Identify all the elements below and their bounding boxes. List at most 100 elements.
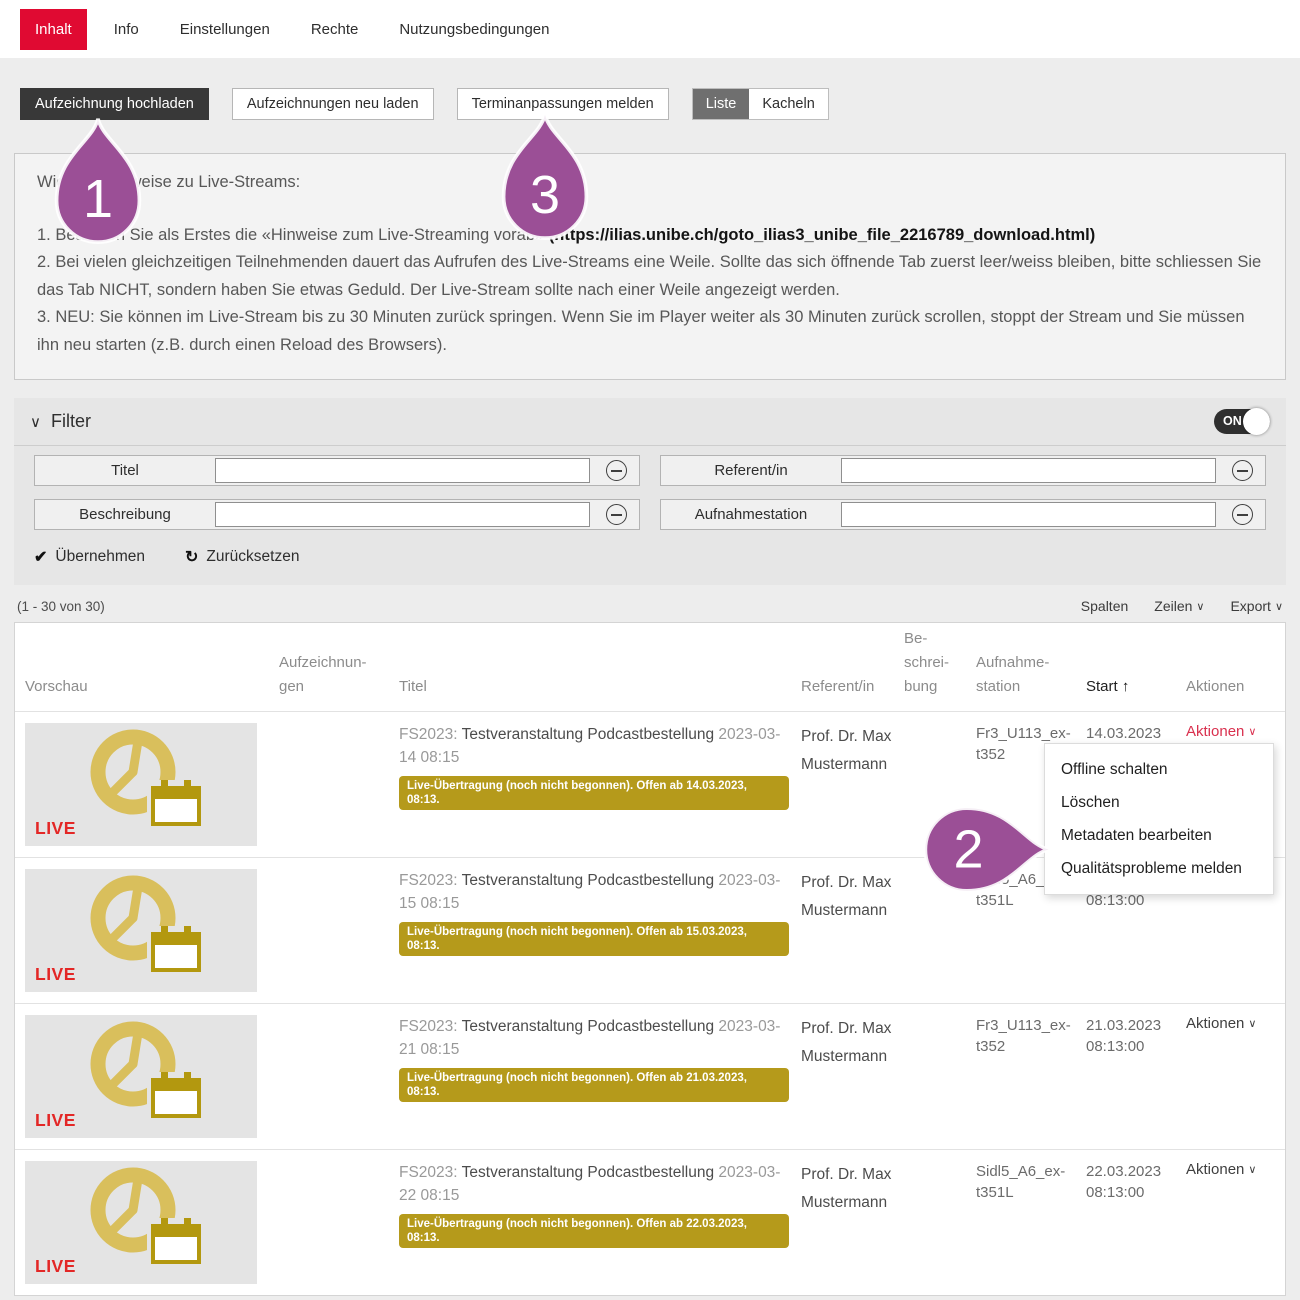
station-cell: Fr3_U113_ex- t352 [976,725,1071,763]
actions-menu-button[interactable]: Aktionen∨ [1186,723,1257,740]
live-status-badge: Live-Übertragung (noch nicht begonnen). … [399,1214,789,1248]
table-meta-bar: (1 - 30 von 30) Spalten Zeilen ∨ Export ∨ [17,598,1283,614]
view-list-button[interactable]: Liste [692,89,750,119]
tab-rechte[interactable]: Rechte [310,20,359,38]
filter-field-referent: Referent/in [660,455,1266,486]
filter-input-beschreibung[interactable] [215,502,590,527]
reload-recordings-button[interactable]: Aufzeichnungen neu laden [231,88,434,120]
filter-label-beschreibung: Beschreibung [79,506,171,523]
upload-recording-button[interactable]: Aufzeichnung hochladen [20,88,209,120]
table-row: LIVE FS2023: Testveranstaltung Podcastbe… [15,1003,1285,1149]
menu-item-metadaten-bearbeiten[interactable]: Metadaten bearbeiten [1061,827,1212,844]
column-header-aufzeichnungen: Aufzeichnun- gen [279,654,367,695]
filter-on-toggle[interactable]: ON [1214,408,1270,435]
start-cell: 21.03.2023 08:13:00 [1086,1017,1162,1055]
tab-inhalt[interactable]: Inhalt [20,8,87,50]
title-cell: FS2023: Testveranstaltung Podcastbestell… [399,1161,801,1284]
teardrop-marker-icon [501,114,589,240]
table-row: LIVE FS2023: Testveranstaltung Podcastbe… [15,1149,1285,1295]
teardrop-marker-icon [923,806,1050,893]
recording-thumbnail[interactable]: LIVE [25,1161,257,1284]
menu-item-loeschen[interactable]: Löschen [1061,794,1120,811]
report-schedule-changes-button[interactable]: Terminanpassungen melden [456,88,669,120]
reset-filter-label: Zurücksetzen [206,548,300,565]
export-control[interactable]: Export ∨ [1230,598,1283,614]
beschreibung-cell [904,1015,976,1138]
column-header-beschreibung: Be- schrei- bung [904,630,950,695]
tab-bar: Inhalt Info Einstellungen Rechte Nutzung… [0,0,1300,58]
live-status-badge: Live-Übertragung (noch nicht begonnen). … [399,776,789,810]
tab-info[interactable]: Info [113,20,139,38]
filter-field-titel: Titel [34,455,640,486]
filter-input-titel[interactable] [215,458,590,483]
station-cell: Sidl5_A6_ex- t351L [976,1163,1066,1201]
pagination-info: (1 - 30 von 30) [17,598,105,614]
marker-number: 1 [82,169,114,229]
table-row: LIVE FS2023: Testveranstaltung Podcastbe… [15,857,1285,1003]
menu-item-qualitaetsprobleme-melden[interactable]: Qualitätsprobleme melden [1061,860,1242,877]
filter-label-aufnahmestation: Aufnahmestation [694,506,808,523]
marker-number: 2 [953,819,984,880]
referent-cell: Prof. Dr. Max Mustermann [801,874,892,919]
toggle-knob [1243,408,1270,435]
live-badge: LIVE [35,1256,76,1276]
view-tiles-button[interactable]: Kacheln [749,89,828,119]
filter-field-beschreibung: Beschreibung [34,499,640,530]
column-header-vorschau: Vorschau [25,678,88,695]
actions-dropdown-menu: Offline schalten Löschen Metadaten bearb… [1044,743,1274,895]
actions-menu-button[interactable]: Aktionen∨ [1186,1161,1257,1178]
aufzeichnungen-cell [279,1161,399,1284]
beschreibung-cell [904,1161,976,1284]
column-header-start[interactable]: Start ↑ [1086,678,1130,695]
info-line-1-link[interactable]: (https://ilias.unibe.ch/goto_ilias3_unib… [548,225,1096,244]
info-box-line-3: 3. NEU: Sie können im Live-Stream bis zu… [37,308,1245,354]
remove-filter-icon[interactable] [1232,460,1253,481]
apply-filter-button[interactable]: ✔ Übernehmen [34,547,145,567]
recording-thumbnail[interactable]: LIVE [25,1015,257,1138]
referent-cell: Prof. Dr. Max Mustermann [801,1020,892,1065]
tab-nutzungsbedingungen[interactable]: Nutzungsbedingungen [399,20,550,38]
collapse-caret-icon: ∨ [30,413,41,431]
filter-input-referent[interactable] [841,458,1216,483]
remove-filter-icon[interactable] [1232,504,1253,525]
table-controls: Spalten Zeilen ∨ Export ∨ [1081,598,1283,614]
filter-title: Filter [50,411,91,431]
filter-input-aufnahmestation[interactable] [841,502,1216,527]
filter-label-titel: Titel [111,462,139,479]
start-cell: 22.03.2023 08:13:00 [1086,1163,1162,1201]
filter-header[interactable]: ∨ Filter ON [14,398,1286,446]
tab-einstellungen[interactable]: Einstellungen [179,20,270,38]
table-header: Vorschau Aufzeichnun- gen Titel Referent… [15,623,1285,711]
reset-filter-button[interactable]: ↻ Zurücksetzen [185,547,299,567]
remove-filter-icon[interactable] [606,460,627,481]
info-box-line-2: 2. Bei vielen gleichzeitigen Teilnehmend… [37,253,1262,299]
sort-asc-icon: ↑ [1121,678,1130,695]
live-clock-calendar-icon [90,1167,203,1266]
column-header-titel: Titel [399,678,427,695]
chevron-down-icon: ∨ [1248,726,1257,738]
filter-panel: ∨ Filter ON Titel Referent/in Beschreibu… [14,398,1286,585]
title-cell: FS2023: Testveranstaltung Podcastbestell… [399,869,801,992]
filter-field-aufnahmestation: Aufnahmestation [660,499,1266,530]
columns-control[interactable]: Spalten [1080,598,1129,614]
live-clock-calendar-icon [90,1021,203,1120]
recording-thumbnail[interactable]: LIVE [25,869,257,992]
apply-filter-label: Übernehmen [55,548,146,565]
view-toggle: Liste Kacheln [691,88,829,120]
toggle-on-label: ON [1223,414,1242,428]
column-header-aufnahmestation: Aufnahme- station [976,654,1050,695]
chevron-down-icon: ∨ [1196,601,1205,613]
live-clock-calendar-icon [90,875,203,974]
live-status-badge: Live-Übertragung (noch nicht begonnen). … [399,922,789,956]
referent-cell: Prof. Dr. Max Mustermann [801,1166,892,1211]
rows-control[interactable]: Zeilen ∨ [1154,598,1205,614]
info-line-1-text: 1. Beachten Sie als Erstes die «Hinweise… [37,225,549,244]
recordings-table: Vorschau Aufzeichnun- gen Titel Referent… [14,622,1286,1296]
actions-menu-button[interactable]: Aktionen∨ [1186,1015,1257,1032]
live-status-badge: Live-Übertragung (noch nicht begonnen). … [399,1068,789,1102]
remove-filter-icon[interactable] [606,504,627,525]
menu-item-offline-schalten[interactable]: Offline schalten [1061,761,1168,778]
chevron-down-icon: ∨ [1248,1018,1257,1030]
recording-thumbnail[interactable]: LIVE [25,723,257,846]
